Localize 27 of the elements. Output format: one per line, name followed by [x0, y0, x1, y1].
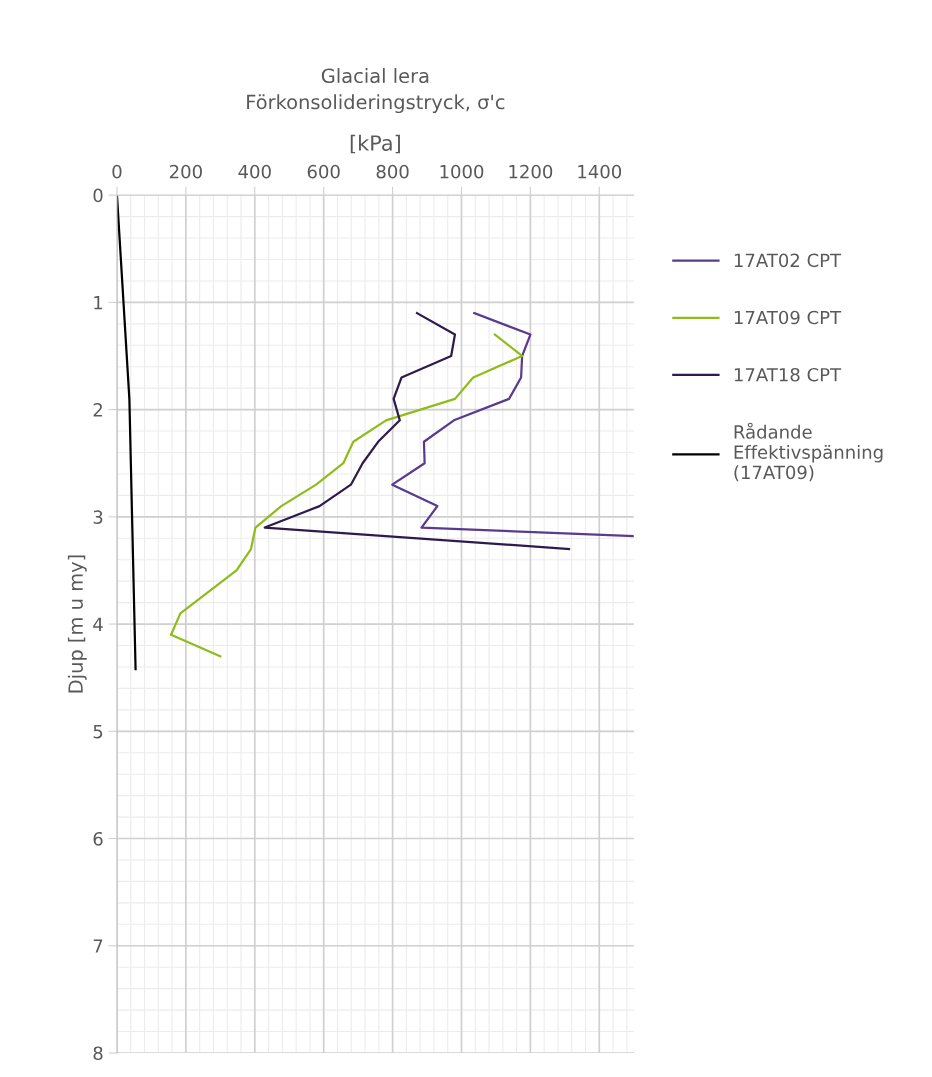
line-series	[263, 311, 571, 551]
x-tick-label: 200	[169, 164, 202, 179]
y-tick-label: 3	[93, 510, 103, 524]
x-tick-label: 1000	[440, 164, 484, 179]
x-tick-label: 1200	[509, 164, 553, 179]
x-tick-label: 400	[238, 164, 271, 179]
y-tick-label: 0	[93, 188, 103, 203]
y-tick-label: 6	[93, 831, 103, 846]
y-tick-label: 7	[93, 939, 103, 953]
x-tick-label: 1400	[578, 164, 622, 179]
y-tick-label: 5	[93, 724, 103, 739]
legend-label: 17AT18 CPT	[734, 367, 842, 382]
x-axis-title: [kPa]	[350, 134, 400, 154]
y-tick-label: 8	[93, 1046, 103, 1061]
line-series	[391, 311, 634, 538]
y-tick-label: 1	[94, 296, 103, 310]
x-tick-label: 600	[307, 164, 340, 179]
y-axis-title: Djup [m u my]	[67, 555, 87, 693]
y-tick-label: 4	[93, 617, 103, 631]
line-series	[169, 333, 524, 658]
legend-label: Rådande Effektivspänning (17AT09)	[734, 422, 883, 482]
y-tick-label: 2	[93, 403, 102, 417]
x-tick-label: 800	[376, 164, 409, 179]
legend-label: 17AT09 CPT	[734, 310, 842, 325]
legend-label: 17AT02 CPT	[734, 253, 842, 268]
chart-title: Glacial lera Förkonsolideringstryck, σ'c	[247, 68, 505, 114]
x-tick-label: 0	[112, 164, 122, 179]
